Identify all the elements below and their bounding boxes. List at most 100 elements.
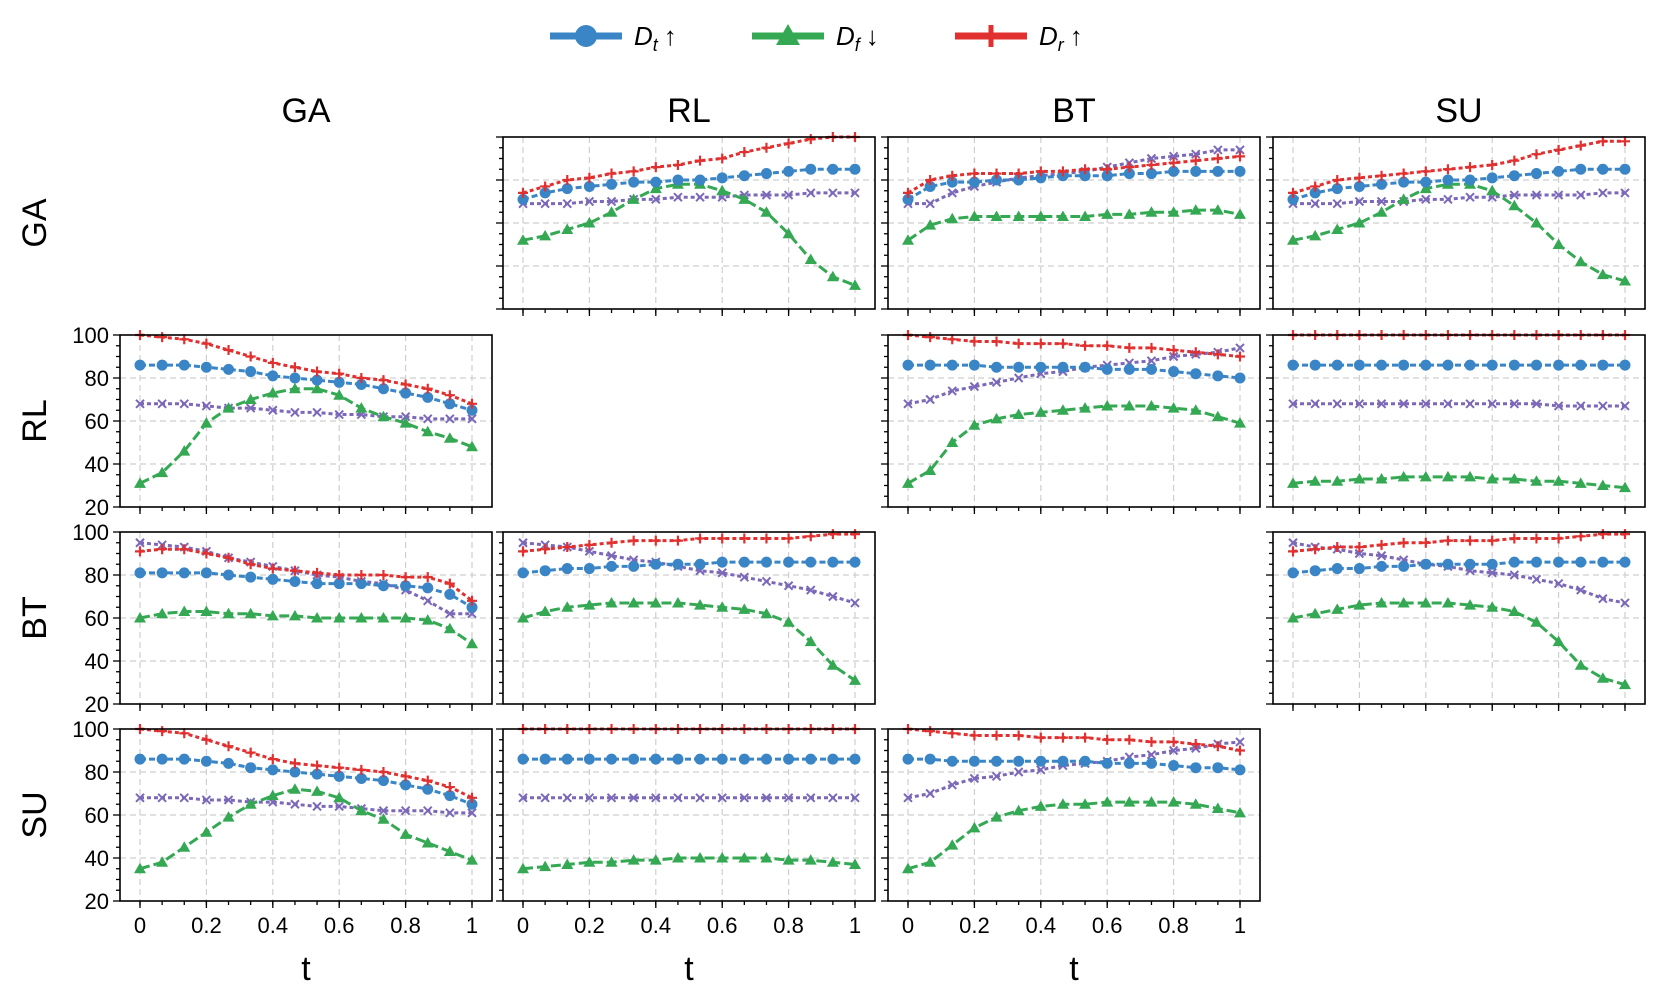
data-point-df xyxy=(1353,599,1366,610)
data-point-dr xyxy=(925,726,936,737)
data-point-dr xyxy=(312,567,323,578)
data-point-dr xyxy=(334,570,345,580)
data-point-dx xyxy=(1013,767,1024,777)
data-point-dx xyxy=(651,793,661,803)
data-point-dr xyxy=(1332,542,1343,553)
data-point-dx xyxy=(201,795,212,805)
data-point-dx xyxy=(245,403,256,413)
data-point-dt xyxy=(422,391,434,403)
data-point-df xyxy=(1189,404,1202,415)
data-point-dt xyxy=(466,601,478,613)
data-point-dr xyxy=(467,398,477,409)
data-point-dx xyxy=(925,788,935,799)
panel-frame xyxy=(1272,334,1646,508)
data-point-df xyxy=(156,466,169,478)
data-point-dx xyxy=(179,793,189,803)
data-point-df xyxy=(1486,601,1499,612)
data-point-dr xyxy=(628,166,639,177)
data-point-dt xyxy=(738,170,750,182)
data-point-df xyxy=(311,785,324,796)
data-point-dr xyxy=(1398,168,1409,179)
y-tick-label: 80 xyxy=(85,366,109,391)
data-point-df xyxy=(1552,475,1565,486)
data-point-dt xyxy=(1079,755,1091,767)
data-point-dx xyxy=(1146,356,1157,366)
data-point-dr xyxy=(245,559,256,570)
data-point-dt xyxy=(902,359,914,371)
data-point-dr xyxy=(378,375,389,386)
series-dx xyxy=(1288,399,1630,411)
data-point-dr xyxy=(739,533,750,544)
data-point-df xyxy=(399,612,412,623)
data-point-dx xyxy=(695,793,705,803)
data-point-dx xyxy=(1509,570,1520,580)
data-point-df xyxy=(1419,470,1432,482)
data-point-df xyxy=(421,614,434,625)
data-point-dx xyxy=(584,793,595,803)
data-point-dr xyxy=(1035,166,1046,177)
data-point-dx xyxy=(1168,151,1179,162)
data-point-df xyxy=(605,596,618,608)
data-point-dx xyxy=(739,572,750,582)
data-point-dr xyxy=(245,351,256,362)
data-point-dt xyxy=(311,578,323,590)
series-line-df xyxy=(1292,601,1626,687)
series-dr xyxy=(135,330,477,409)
data-point-dx xyxy=(1576,401,1586,411)
series-line-dx xyxy=(139,541,472,616)
data-point-dt xyxy=(1079,170,1091,182)
data-point-df xyxy=(178,841,191,852)
x-tick-label: 0.4 xyxy=(641,913,672,938)
data-point-df xyxy=(924,464,937,475)
data-point-dx xyxy=(1553,578,1564,589)
data-point-dr xyxy=(584,539,595,550)
data-point-dr xyxy=(1420,537,1431,548)
data-point-dr xyxy=(1013,730,1024,741)
data-point-df xyxy=(1619,678,1631,690)
data-point-dt xyxy=(783,753,795,765)
series-df xyxy=(134,783,478,874)
data-point-dr xyxy=(223,741,234,752)
data-point-df xyxy=(1596,268,1609,280)
data-point-dr xyxy=(1146,159,1157,170)
data-point-dt xyxy=(223,757,235,769)
x-tick-label: 0.2 xyxy=(959,913,990,938)
data-point-dr xyxy=(1035,338,1046,349)
data-point-dt xyxy=(1212,762,1224,774)
panel-ticks xyxy=(1266,334,1626,514)
data-point-dt xyxy=(311,374,323,386)
data-point-dt xyxy=(1420,359,1432,371)
data-point-dt xyxy=(968,755,980,767)
data-point-dt xyxy=(245,366,257,378)
data-point-dt xyxy=(1553,165,1565,177)
data-point-dr xyxy=(1102,734,1113,745)
data-point-dr xyxy=(400,771,411,782)
data-point-dr xyxy=(444,390,455,401)
row-title-ga: GA xyxy=(16,198,54,247)
data-point-dx xyxy=(1398,399,1409,409)
data-point-dr xyxy=(925,175,936,185)
series-line-dr xyxy=(139,727,473,800)
data-point-dt xyxy=(1597,359,1609,371)
data-point-dt xyxy=(1035,172,1047,184)
data-point-df xyxy=(1012,804,1025,816)
data-point-dr xyxy=(761,533,772,544)
series-line-dx xyxy=(1292,541,1626,605)
data-point-df xyxy=(443,845,456,857)
data-point-dr xyxy=(179,728,190,739)
data-point-dt xyxy=(311,768,323,780)
data-point-dr xyxy=(1442,164,1453,175)
data-point-dx xyxy=(606,550,617,561)
panel-ticks xyxy=(1266,531,1626,711)
data-point-dt xyxy=(1575,163,1587,175)
data-point-dt xyxy=(1464,558,1476,570)
panel-ticks xyxy=(496,531,856,711)
panel-ticks xyxy=(881,728,1241,908)
data-point-df xyxy=(716,601,729,612)
series-dt xyxy=(902,753,1246,776)
data-point-df xyxy=(539,229,552,241)
data-point-dt xyxy=(583,753,595,765)
data-point-dt xyxy=(650,753,662,765)
data-point-dt xyxy=(134,567,146,579)
